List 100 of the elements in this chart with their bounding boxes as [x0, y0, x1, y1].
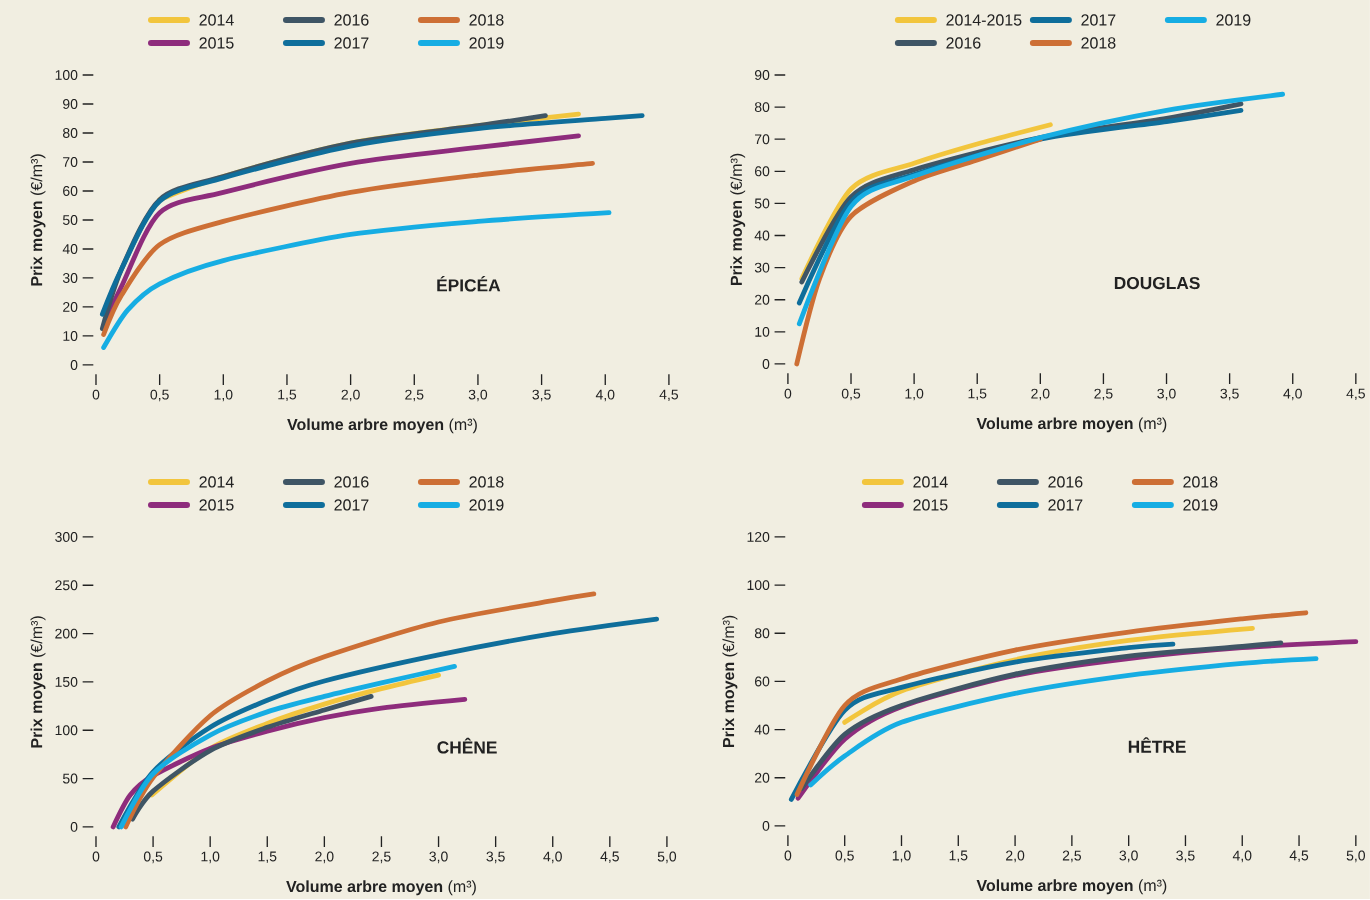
x-tick-label: 2,5 [1062, 850, 1082, 863]
y-tick-label: 300 [55, 532, 78, 543]
y-tick-label: 100 [747, 580, 770, 591]
legend-label: 2017 [1081, 14, 1116, 26]
x-tick-label: 0,5 [841, 388, 861, 401]
x-tick-label: 1,0 [892, 850, 911, 863]
x-tick-label: 0 [784, 388, 792, 399]
legend-label: 2018 [469, 476, 504, 488]
x-tick-label: 4,5 [1346, 388, 1365, 401]
legend-label: 2017 [334, 37, 369, 49]
text: ÉPICÉA [437, 276, 501, 292]
y-tick-label: 80 [62, 128, 78, 139]
y-tick-label: 120 [747, 532, 770, 543]
x-tick-label: 0,5 [143, 851, 163, 864]
x-tick-label: 5,0 [657, 851, 677, 864]
x-tick-label: 4,0 [543, 851, 562, 864]
x-tick-label: 2,0 [1031, 388, 1050, 401]
legend-label: 2016 [334, 14, 369, 26]
legend-label: 2015 [913, 499, 948, 511]
line-series [130, 694, 374, 822]
x-tick-label: 2,5 [372, 851, 391, 864]
y-axis-title: Prix moyen (€/m³) [30, 154, 46, 286]
x-tick-label: 2,0 [341, 389, 360, 402]
y-tick-label: 70 [755, 134, 770, 145]
legend-label: 2017 [1048, 499, 1083, 511]
x-tick-label: 2,5 [405, 389, 424, 402]
x-axis-title: Volume arbre moyen (m³) [287, 418, 477, 434]
x-tick-label: 3,0 [1157, 388, 1176, 401]
x-tick-label: 4,5 [659, 389, 679, 402]
y-tick-label: 60 [755, 166, 770, 177]
x-tick-label: 4,5 [600, 851, 619, 864]
line-series [808, 656, 1319, 788]
line-series [99, 113, 645, 317]
y-tick-label: 0 [762, 359, 770, 370]
y-tick-label: 40 [62, 244, 78, 255]
x-tick-label: 3,0 [429, 851, 448, 864]
line-series [123, 591, 597, 830]
x-tick-label: 3,5 [1176, 850, 1195, 863]
legend-label: 2014 [199, 476, 234, 488]
x-tick-label: 4,0 [1283, 388, 1302, 401]
x-tick-label: 0 [784, 850, 792, 861]
legend-label: 2014 [913, 476, 948, 488]
x-tick-label: 1,0 [201, 851, 220, 864]
y-tick-label: 60 [63, 186, 78, 197]
y-tick-label: 50 [62, 773, 78, 784]
x-tick-label: 1,0 [905, 388, 924, 401]
y-tick-label: 0 [70, 360, 78, 371]
y-tick-label: 30 [754, 262, 770, 273]
y-tick-label: 150 [55, 677, 78, 688]
y-tick-label: 100 [55, 70, 78, 81]
x-tick-label: 1,5 [949, 850, 968, 863]
line-series [794, 610, 1309, 798]
y-tick-label: 20 [755, 772, 770, 783]
y-tick-label: 40 [754, 724, 770, 735]
y-tick-label: 90 [754, 70, 770, 81]
legend-label: 2015 [199, 499, 234, 511]
y-axis-title: Prix moyen (€/m³) [722, 615, 738, 748]
legend-label: 2016 [334, 476, 369, 488]
x-tick-label: 3,5 [486, 851, 505, 864]
x-tick-label: 2,5 [1094, 388, 1113, 401]
y-tick-label: 40 [754, 230, 770, 241]
x-tick-label: 0 [92, 851, 100, 862]
y-tick-label: 0 [70, 822, 78, 833]
text: CHÊNE [437, 738, 497, 754]
legend-label: 2018 [1183, 476, 1218, 488]
legend-label: 2019 [1216, 14, 1251, 26]
y-tick-label: 200 [55, 628, 78, 639]
x-tick-label: 3,5 [532, 389, 551, 402]
x-tick-label: 5,0 [1346, 850, 1366, 863]
line-series [799, 640, 1284, 792]
text: HÊTRE [1128, 737, 1186, 753]
line-series [101, 161, 595, 338]
y-tick-label: 70 [63, 157, 78, 168]
x-tick-label: 1,0 [214, 389, 233, 402]
legend-label: 2019 [1183, 499, 1218, 511]
x-tick-label: 1,5 [968, 388, 987, 401]
x-tick-label: 2,0 [315, 851, 334, 864]
y-tick-label: 250 [55, 580, 78, 591]
y-tick-label: 80 [754, 628, 770, 639]
y-tick-label: 20 [63, 302, 78, 313]
text: DOUGLAS [1114, 277, 1200, 290]
y-tick-label: 30 [62, 273, 78, 284]
line-series [796, 92, 1286, 327]
y-tick-label: 20 [755, 294, 770, 305]
x-axis-title: Volume arbre moyen (m³) [976, 417, 1167, 433]
y-tick-label: 10 [755, 327, 770, 337]
x-tick-label: 1,5 [278, 389, 297, 402]
legend-label: 2015 [199, 37, 234, 49]
legend-label: 2014 [199, 14, 234, 26]
x-tick-label: 0 [92, 389, 100, 400]
x-tick-label: 3,0 [468, 389, 488, 402]
y-axis-title: Prix moyen (€/m³) [730, 153, 746, 286]
x-tick-label: 0,5 [835, 850, 854, 863]
y-tick-label: 10 [63, 331, 78, 342]
line-series [101, 210, 612, 351]
legend-label: 2018 [1081, 37, 1116, 49]
legend-label: 2016 [1048, 476, 1083, 488]
x-tick-label: 3,0 [1119, 850, 1138, 863]
y-tick-label: 100 [55, 725, 78, 736]
x-tick-label: 2,0 [1006, 850, 1025, 863]
